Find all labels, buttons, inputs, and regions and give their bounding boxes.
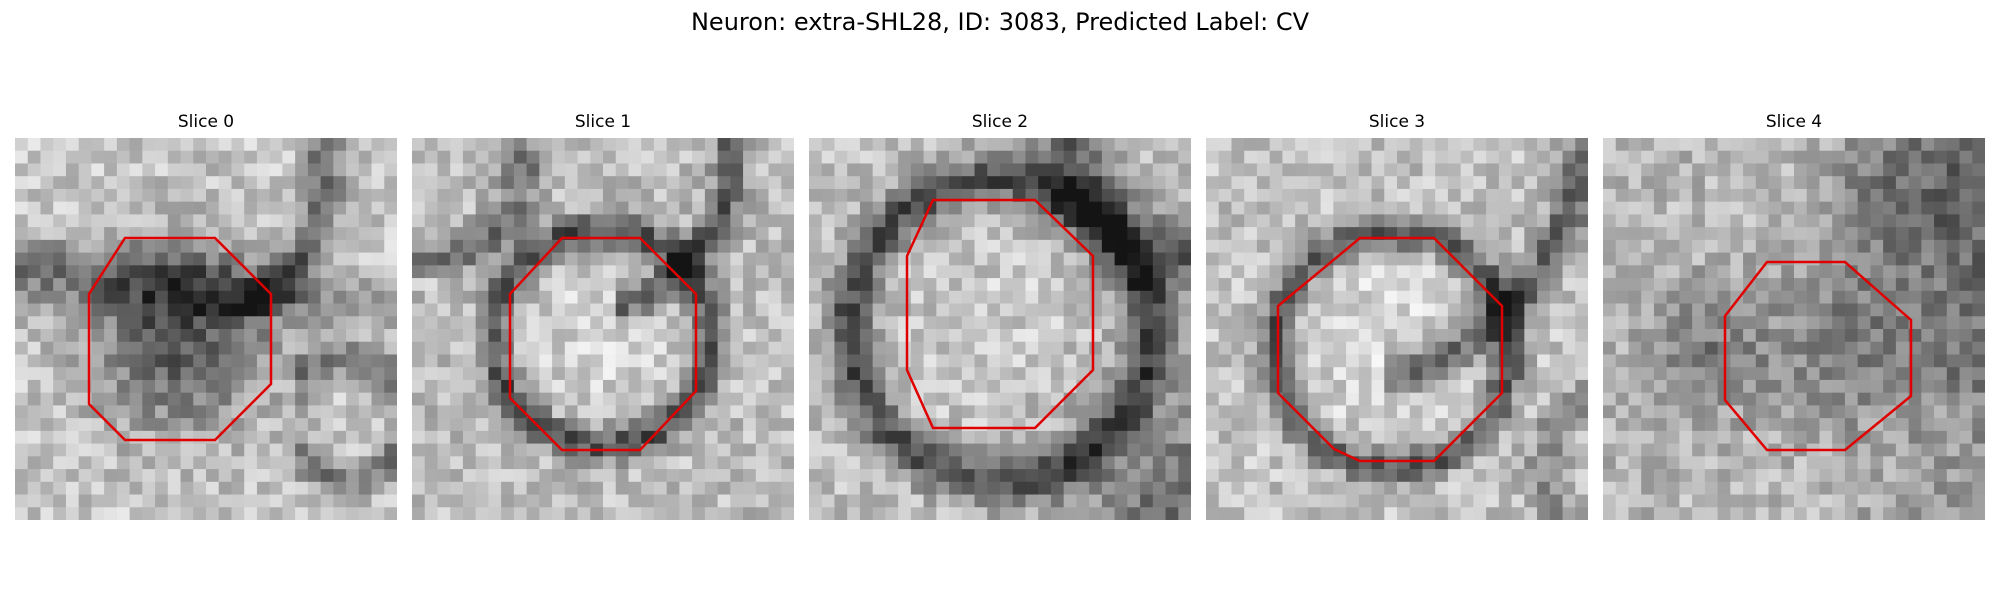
octagon-contour: [1276, 236, 1504, 463]
grayscale-pixels: [15, 138, 397, 520]
slice-canvas: [15, 138, 397, 520]
slice-image: [1206, 138, 1588, 520]
slice-image: [1603, 138, 1985, 520]
octagon-contour: [87, 236, 273, 442]
slice-canvas: [1603, 138, 1985, 520]
panel-title: Slice 2: [971, 112, 1029, 132]
slice-canvas: [809, 138, 1191, 520]
panel-title: Slice 1: [574, 112, 632, 132]
panel-slice-3: Slice 3: [1206, 110, 1588, 520]
panel-title: Slice 4: [1765, 112, 1823, 132]
slice-image: [809, 138, 1191, 520]
slice-canvas: [1206, 138, 1588, 520]
octagon-contour: [1723, 260, 1913, 452]
panel-slice-0: Slice 0: [15, 110, 397, 520]
slice-canvas: [412, 138, 794, 520]
panel-title: Slice 3: [1368, 112, 1426, 132]
octagon-contour: [508, 236, 698, 452]
grayscale-pixels: [1603, 138, 1985, 520]
slice-image: [15, 138, 397, 520]
slice-image: [412, 138, 794, 520]
grayscale-pixels: [809, 138, 1191, 520]
grayscale-pixels: [412, 138, 794, 520]
octagon-contour: [905, 198, 1095, 430]
panel-slice-1: Slice 1: [412, 110, 794, 520]
figure-title: Neuron: extra-SHL28, ID: 3083, Predicted…: [690, 8, 1310, 36]
panel-title: Slice 0: [177, 112, 235, 132]
grayscale-pixels: [1206, 138, 1588, 520]
panel-slice-2: Slice 2: [809, 110, 1191, 520]
panel-slice-4: Slice 4: [1603, 110, 1985, 520]
